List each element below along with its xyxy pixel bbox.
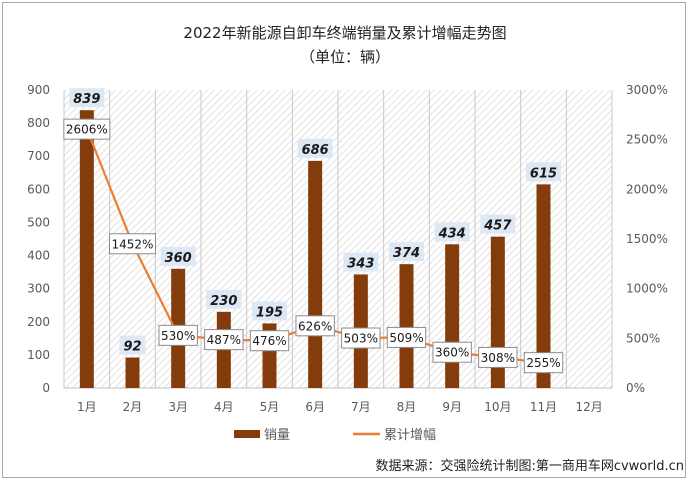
y-right-tick-label: 500% <box>626 331 660 345</box>
bar-data-label: 686 <box>302 143 329 158</box>
line-data-label: 487% <box>207 333 241 347</box>
bar-data-label: 360 <box>165 251 192 266</box>
y-left-tick-label: 100 <box>27 348 50 362</box>
line-data-label: 476% <box>252 334 286 348</box>
bar-11月 <box>536 184 551 388</box>
y-left-tick-label: 200 <box>27 315 50 329</box>
y-right-tick-label: 2500% <box>626 133 668 147</box>
y-left-tick-label: 900 <box>27 83 50 97</box>
bar-data-label: 457 <box>483 219 512 234</box>
y-left-tick-label: 700 <box>27 149 50 163</box>
x-tick-label: 9月 <box>442 400 462 414</box>
legend-label-bar: 销量 <box>264 428 290 443</box>
bar-label-bg <box>160 246 196 266</box>
legend-swatch-bar <box>234 430 260 438</box>
chart-title: 2022年新能源自卸车终端销量及累计增幅走势图 <box>183 24 507 42</box>
line-data-label: 530% <box>161 329 195 343</box>
x-tick-label: 5月 <box>260 400 280 414</box>
line-label-box <box>158 324 198 346</box>
line-data-label: 503% <box>344 332 378 346</box>
line-label-box <box>478 346 518 368</box>
y-left-tick-label: 800 <box>27 116 50 130</box>
bar-8月 <box>399 264 414 388</box>
legend-label-line: 累计增幅 <box>384 428 436 443</box>
bar-label-bg <box>119 335 146 355</box>
line-data-label: 360% <box>435 346 469 360</box>
bar-9月 <box>445 244 460 388</box>
line-label-box <box>295 315 335 337</box>
bar-2月 <box>125 357 140 388</box>
y-left-tick-label: 0 <box>42 381 50 395</box>
bar-label-bg <box>297 138 333 158</box>
bar-label-bg <box>206 289 242 309</box>
source-note: 数据来源：交强险统计制图:第一商用车网cvworld.cn <box>375 459 684 474</box>
bar-label-bg <box>252 301 287 321</box>
x-tick-label: 11月 <box>530 400 557 414</box>
bar-data-label: 374 <box>393 246 420 261</box>
bar-label-bg <box>480 214 516 234</box>
line-data-label: 308% <box>481 351 515 365</box>
y-left-tick-label: 500 <box>27 215 50 229</box>
bar-1月 <box>79 110 94 388</box>
x-tick-label: 2月 <box>123 400 143 414</box>
x-tick-label: 8月 <box>397 400 417 414</box>
x-tick-label: 1月 <box>77 400 97 414</box>
x-tick-label: 10月 <box>484 400 511 414</box>
line-label-box <box>249 330 290 352</box>
bar-label-bg <box>389 242 424 262</box>
line-data-label: 509% <box>389 331 423 345</box>
line-data-label: 2606% <box>66 123 108 137</box>
y-left-tick-label: 300 <box>27 282 50 296</box>
bar-label-bg <box>69 88 105 108</box>
y-right-tick-label: 1500% <box>626 232 668 246</box>
line-label-box <box>386 326 427 348</box>
bar-label-bg <box>343 252 379 272</box>
y-left-tick-label: 400 <box>27 249 50 263</box>
x-tick-label: 4月 <box>214 400 234 414</box>
x-tick-label: 3月 <box>168 400 188 414</box>
y-left-tick-label: 600 <box>27 182 50 196</box>
line-data-label: 1452% <box>112 237 154 251</box>
x-tick-label: 6月 <box>305 400 325 414</box>
x-tick-label: 7月 <box>351 400 371 414</box>
y-right-tick-label: 1000% <box>626 282 668 296</box>
bar-data-label: 230 <box>210 294 237 309</box>
bar-data-label: 615 <box>530 166 557 181</box>
bar-data-label: 195 <box>256 305 283 320</box>
bar-data-label: 839 <box>73 92 100 107</box>
bar-data-label: 92 <box>123 340 141 355</box>
bar-data-label: 343 <box>347 256 374 271</box>
line-label-box <box>523 352 564 374</box>
y-right-tick-label: 3000% <box>626 83 668 97</box>
bar-label-bg <box>526 162 561 182</box>
bar-data-label: 434 <box>438 226 466 241</box>
y-right-tick-label: 2000% <box>626 182 668 196</box>
x-tick-label: 12月 <box>576 400 603 414</box>
bar-label-bg <box>434 222 470 242</box>
line-label-box <box>109 233 156 255</box>
line-label-box <box>204 329 244 351</box>
y-right-tick-label: 0% <box>626 381 645 395</box>
line-label-box <box>63 118 111 140</box>
line-data-label: 626% <box>298 319 332 333</box>
line-label-box <box>432 341 472 363</box>
line-label-box <box>341 327 381 349</box>
line-data-label: 255% <box>526 356 560 370</box>
bar-6月 <box>308 160 323 388</box>
chart-subtitle: （单位：辆） <box>299 48 390 66</box>
